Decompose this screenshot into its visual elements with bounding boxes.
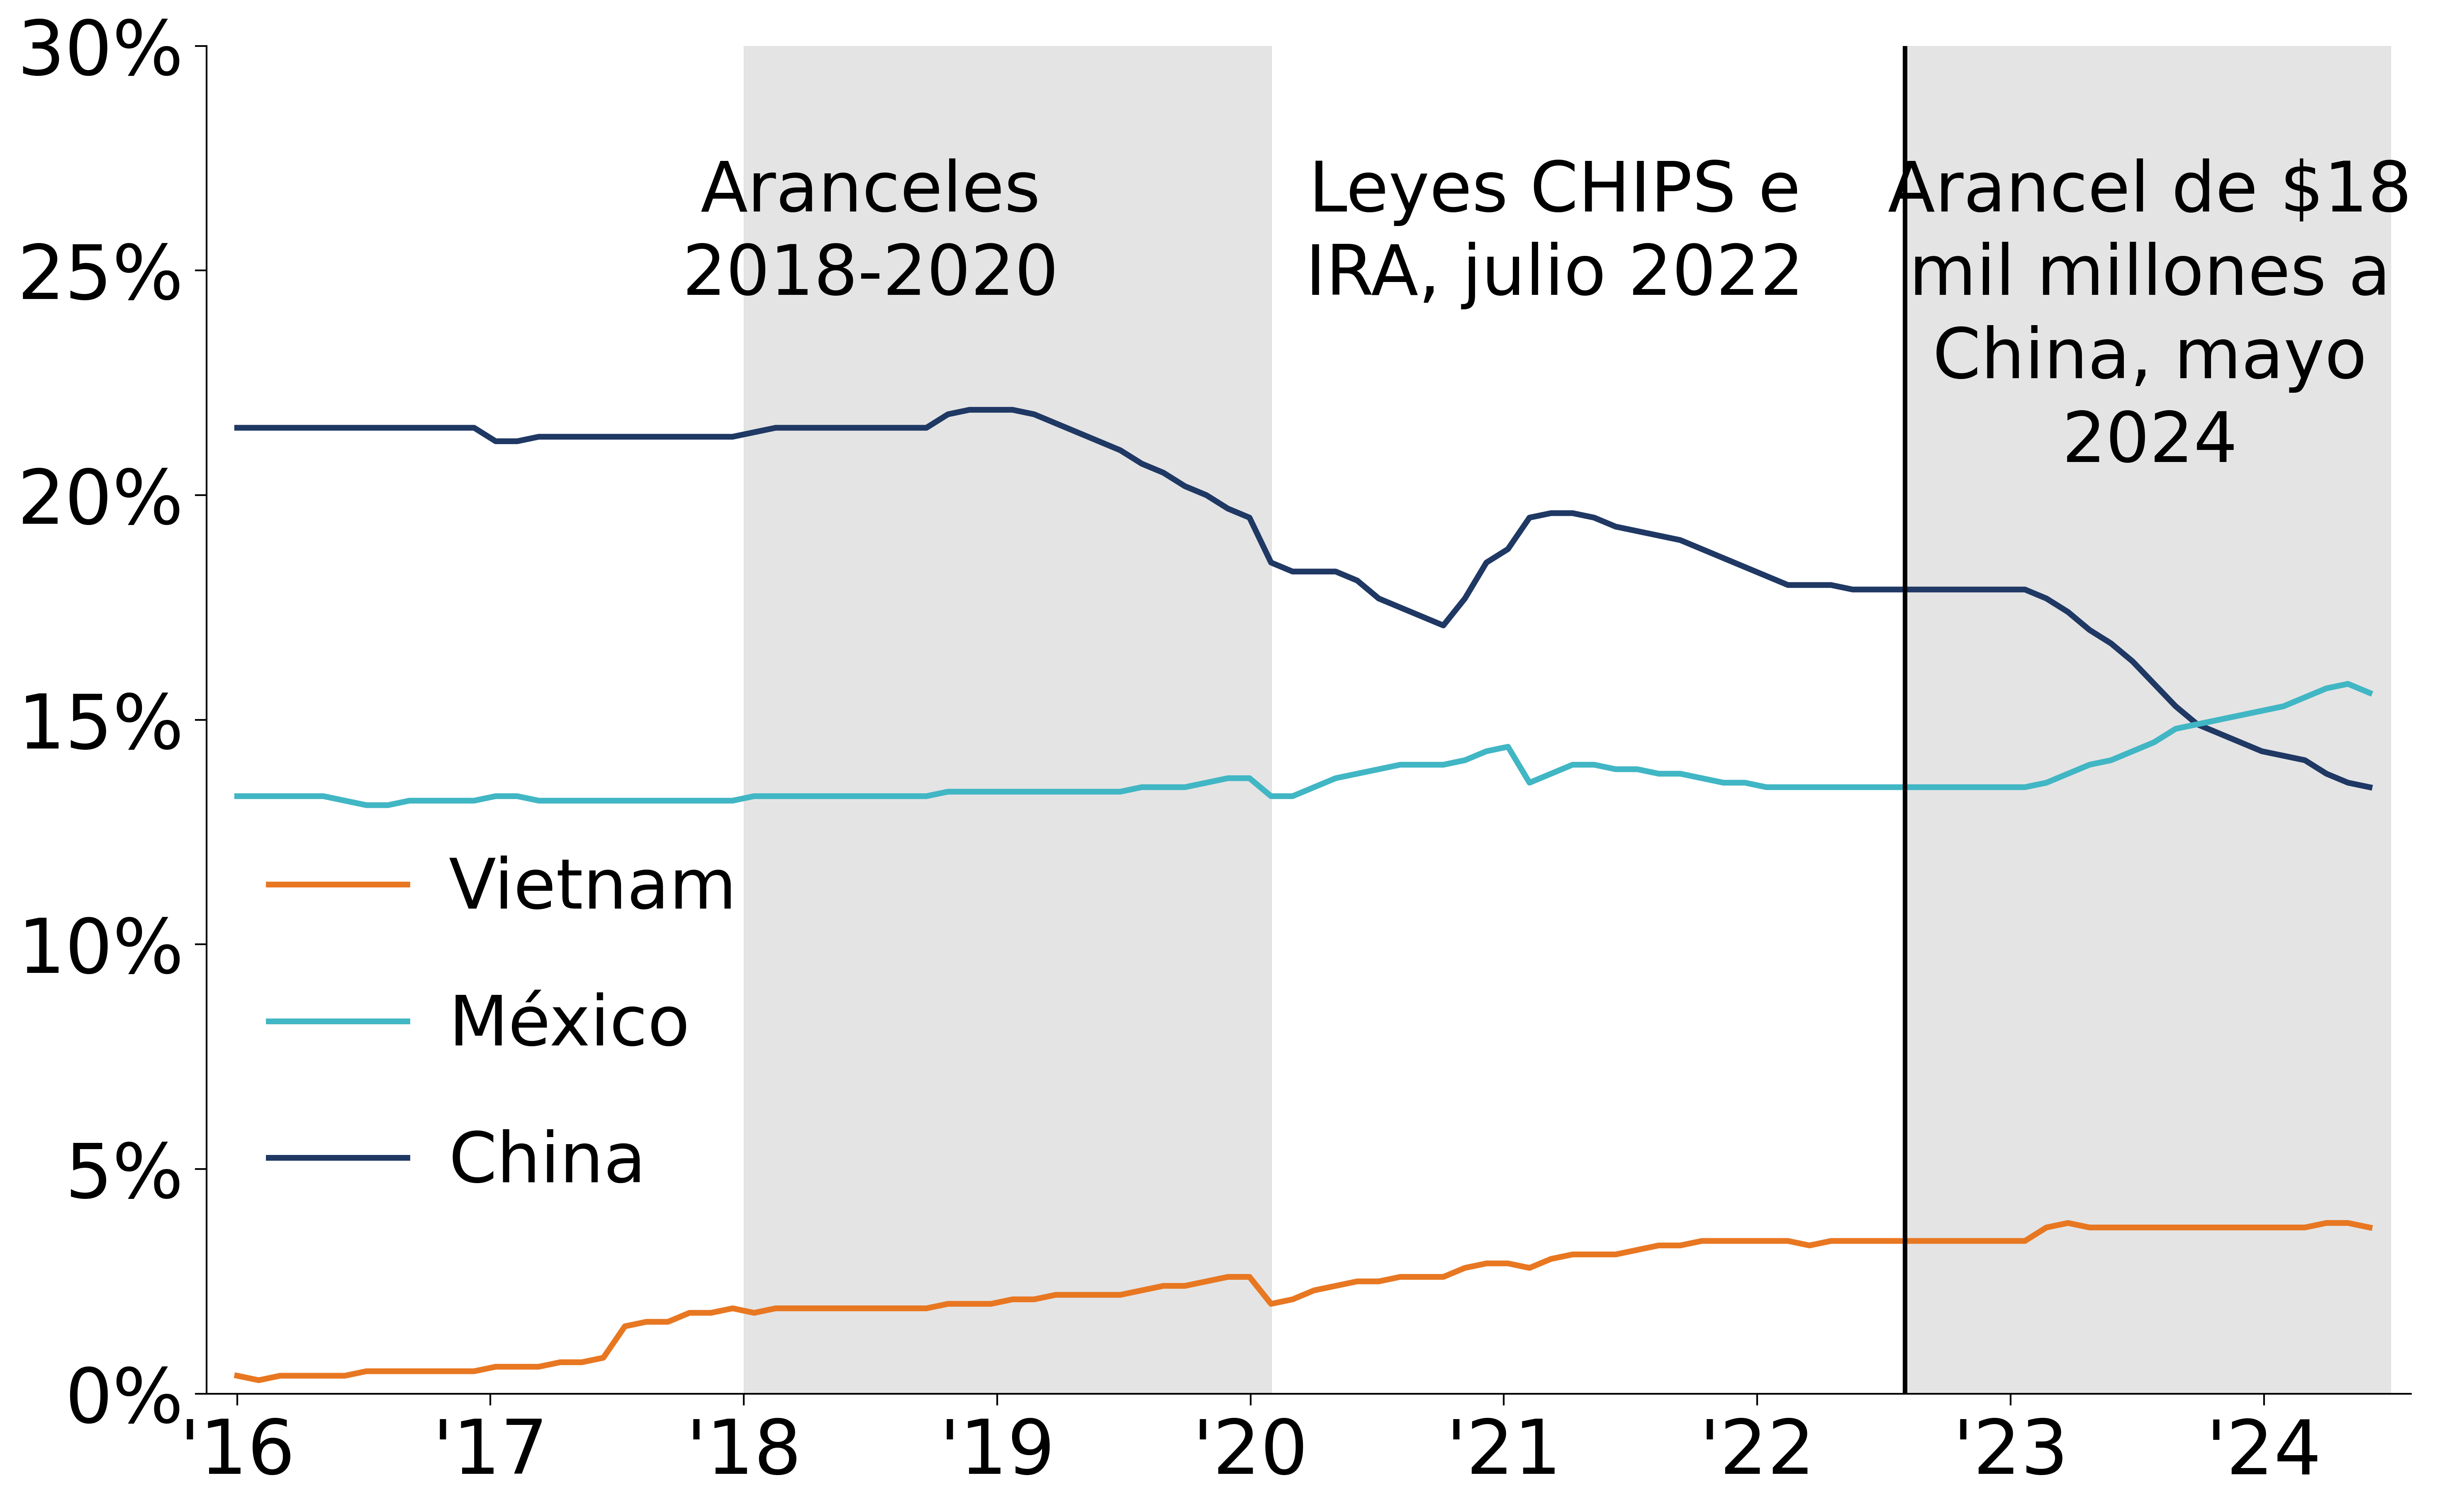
Bar xyxy=(1905,45,2390,1394)
Legend: Vietnam, México, China: Vietnam, México, China xyxy=(241,827,764,1224)
Text: Arancel de $18
mil millones a
China, mayo
2024: Arancel de $18 mil millones a China, may… xyxy=(1887,158,2412,476)
Text: Leyes CHIPS e
IRA, julio 2022: Leyes CHIPS e IRA, julio 2022 xyxy=(1306,158,1804,309)
Bar xyxy=(744,45,1271,1394)
Text: Aranceles
2018-2020: Aranceles 2018-2020 xyxy=(683,158,1060,309)
